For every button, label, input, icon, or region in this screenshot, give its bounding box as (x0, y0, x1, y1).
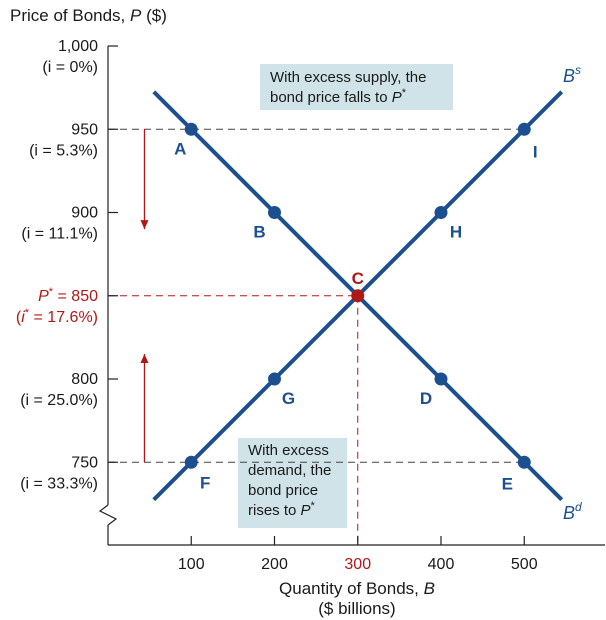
y-tick-sublabel-950: (i = 5.3%) (29, 142, 98, 159)
x-tick-label-400: 400 (428, 556, 455, 573)
x-tick-label-100: 100 (178, 556, 205, 573)
x-tick-label-200: 200 (261, 556, 288, 573)
y-tick-label-800: 800 (71, 371, 98, 388)
x-tick-label-300: 300 (344, 556, 371, 573)
y-tick-sublabel-1000: (i = 0%) (42, 59, 98, 76)
curve-name-s: Bs (563, 63, 581, 86)
guide-lines (108, 128, 525, 545)
point-label-B: B (253, 223, 265, 242)
point-label-I: I (533, 142, 538, 161)
y-tick-sublabel-750: (i = 33.3%) (20, 475, 98, 492)
point-label-G: G (282, 389, 295, 408)
annotation-box-2 (238, 438, 347, 528)
annotation-1-line-2: bond price falls to P* (270, 87, 407, 106)
x-axis-title: Quantity of Bonds, B (279, 579, 435, 598)
annotation-box-1 (260, 64, 453, 110)
x-axis-subtitle: ($ billions) (318, 599, 395, 618)
point-E (517, 455, 531, 469)
point-label-D: D (420, 389, 432, 408)
point-I (517, 122, 531, 136)
y-tick-label-1000: 1,000 (58, 38, 98, 55)
annotation-2-line-4: rises to P* (248, 500, 316, 519)
y-axis-title: Price of Bonds, P ($) (10, 6, 167, 25)
point-F (184, 455, 198, 469)
curve-name-d: Bd (563, 500, 582, 523)
y-tick-label-850: P* = 850 (38, 286, 98, 305)
y-tick-label-750: 750 (71, 454, 98, 471)
point-A (184, 122, 198, 136)
arrow-up-head (140, 354, 149, 364)
labels: 1,000 (i = 0%) 950 (i = 5.3%) 900 (i = 11.1%)… (10, 6, 582, 618)
y-tick-sublabel-800: (i = 25.0%) (20, 392, 98, 409)
point-C (351, 289, 365, 303)
point-D (434, 372, 448, 386)
y-tick-sublabel-900: (i = 11.1%) (21, 226, 98, 243)
point-label-H: H (450, 223, 462, 242)
point-label-F: F (200, 473, 210, 492)
point-H (434, 206, 448, 219)
point-label-A: A (174, 139, 186, 158)
axes (98, 45, 605, 546)
point-label-C: C (352, 269, 364, 288)
annotation-2-line-2: demand, the (248, 462, 331, 479)
y-tick-label-950: 950 (71, 121, 98, 138)
arrow-down-head (140, 220, 149, 230)
point-G (268, 372, 281, 386)
y-tick-label-900: 900 (71, 205, 98, 222)
point-label-E: E (502, 474, 513, 493)
annotation-2-line-3: bond price (248, 482, 318, 499)
y-tick-sublabel-850: (i* = 17.6%) (16, 307, 98, 326)
curves (152, 90, 564, 502)
arrows (140, 129, 149, 463)
x-tick-label-500: 500 (511, 556, 538, 573)
point-B (268, 206, 281, 219)
y-axis-break (98, 504, 118, 526)
annotation-1-line-1: With excess supply, the (270, 69, 426, 86)
annotation-2-line-1: With excess (248, 442, 329, 459)
